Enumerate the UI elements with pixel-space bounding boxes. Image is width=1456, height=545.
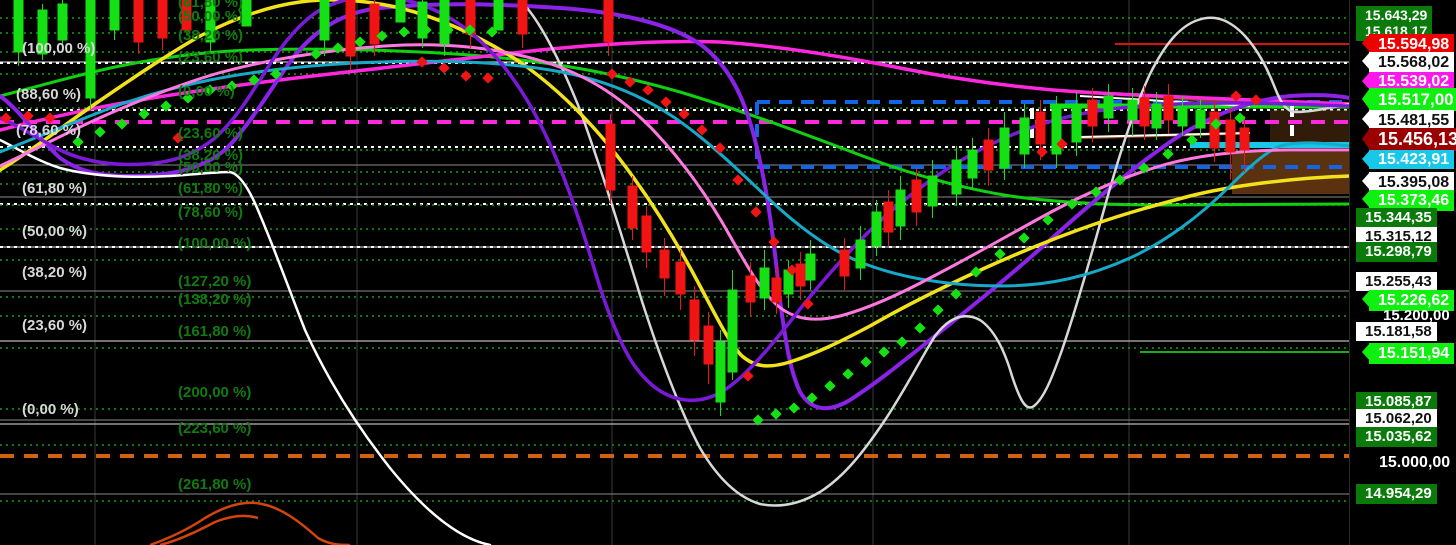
ma-yellow-line (0, 0, 1350, 368)
price-tag[interactable]: 15.373,46 (1361, 190, 1455, 211)
candlestick-series (13, 0, 1250, 416)
orange-oscillator-curve-2 (159, 514, 259, 545)
supply-zone-brown (1232, 152, 1350, 194)
price-tag[interactable]: 15.181,58 (1356, 322, 1437, 341)
price-tag[interactable]: 15.226,62 (1361, 290, 1455, 311)
price-tag[interactable]: 15.643,29 (1356, 6, 1433, 25)
price-tag[interactable]: 15.085,87 (1356, 392, 1437, 412)
orange-oscillator-curve (149, 501, 351, 545)
price-tag[interactable]: 15.423,91 (1361, 150, 1455, 169)
ma-cyan-line (0, 59, 1350, 288)
ma-purple-line (0, 2, 1350, 411)
price-tag[interactable]: 15.594,98 (1361, 34, 1455, 55)
ma-violet-line (0, 0, 1350, 403)
ma-white-line-2 (518, 0, 1350, 507)
fib-green-solid-lines (0, 164, 1350, 495)
price-tag[interactable]: 15.315,12 (1356, 227, 1437, 246)
price-tag: 15.200,00 (1383, 307, 1450, 324)
price-tag[interactable]: 15.539,02 (1361, 72, 1455, 92)
price-tag[interactable]: 15.517,00 (1362, 88, 1456, 111)
price-tag[interactable]: 15.481,55 (1361, 110, 1455, 131)
price-tag-current[interactable]: 15.456,13 (1361, 128, 1456, 151)
chart-plot-area[interactable]: (100,00 %) (88,60 %) (78,60 %) (61,80 %)… (0, 0, 1350, 545)
price-tag[interactable]: 14.954,29 (1356, 484, 1437, 504)
price-tag[interactable]: 15.298,79 (1356, 242, 1437, 262)
price-tag[interactable]: 15.062,20 (1356, 409, 1437, 428)
price-tag[interactable]: 15.035,62 (1356, 427, 1437, 447)
price-tag[interactable]: 15.255,43 (1356, 272, 1437, 291)
ma-magenta-line (0, 39, 1350, 132)
price-tag[interactable]: 15.568,02 (1361, 52, 1455, 73)
price-tag: 15.000,00 (1379, 454, 1451, 471)
ma-green-line (0, 47, 1350, 207)
fib-white-dotted-lines (0, 62, 1350, 248)
price-tag[interactable]: 15.151,94 (1361, 343, 1455, 364)
ma-white-line (0, 138, 492, 545)
price-tag[interactable]: 15.344,35 (1356, 208, 1437, 228)
price-tag[interactable]: 15.395,08 (1361, 172, 1455, 193)
price-axis[interactable]: 15.643,29 15.618,17 15.594,98 15.568,02 … (1349, 0, 1456, 545)
chart-canvas (0, 0, 1350, 545)
